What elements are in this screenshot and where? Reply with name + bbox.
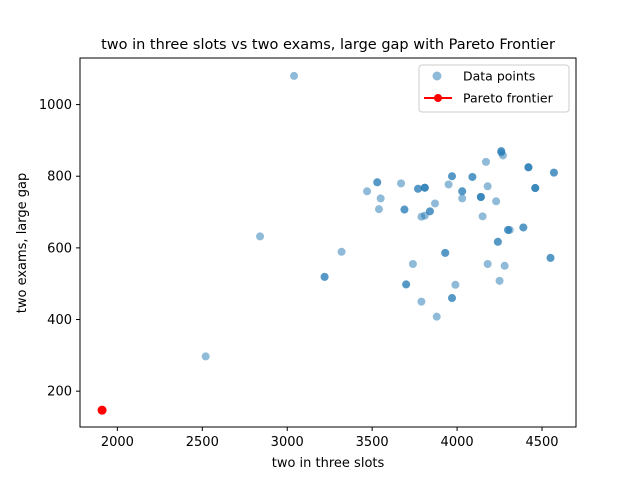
data-point — [483, 182, 492, 191]
data-point — [546, 253, 555, 262]
data-point — [448, 172, 456, 181]
data-point — [505, 225, 514, 234]
data-point — [549, 168, 558, 177]
data-point — [425, 207, 434, 216]
data-point — [500, 261, 509, 270]
data-point — [408, 260, 417, 268]
data-point — [468, 172, 477, 181]
x-tick-label: 2000 — [101, 435, 134, 450]
legend-label-data-points: Data points — [463, 69, 535, 84]
plot-area — [97, 71, 558, 415]
data-point — [476, 193, 485, 201]
pareto-frontier-point — [97, 405, 107, 415]
x-axis-label: two in three slots — [272, 456, 385, 471]
data-point — [417, 297, 426, 306]
data-point — [448, 294, 456, 303]
data-point — [458, 187, 467, 196]
y-tick-label: 1000 — [39, 98, 72, 113]
data-point — [374, 205, 383, 214]
data-point — [256, 232, 265, 241]
data-point — [414, 184, 423, 193]
data-point — [432, 312, 441, 321]
data-point — [397, 179, 406, 188]
axes-frame — [79, 57, 577, 428]
data-point — [483, 260, 492, 268]
data-point — [519, 223, 528, 232]
data-point — [531, 184, 540, 193]
x-tick-label: 4500 — [525, 435, 558, 450]
data-point — [373, 178, 382, 187]
data-point — [400, 205, 409, 214]
data-point — [444, 180, 453, 189]
y-tick-label: 400 — [47, 313, 72, 328]
y-tick-label: 800 — [47, 170, 72, 185]
chart-title: two in three slots vs two exams, large g… — [101, 37, 555, 53]
x-axis: 2000 2500 3000 3500 4000 4500 — [101, 427, 559, 450]
data-point — [201, 352, 210, 361]
data-point — [498, 151, 507, 160]
data-point — [524, 163, 533, 172]
data-point — [431, 199, 440, 208]
data-point — [493, 237, 502, 246]
legend-marker-pareto-frontier — [434, 94, 442, 102]
x-tick-label: 3000 — [271, 435, 304, 450]
data-point — [481, 157, 490, 166]
data-point — [451, 280, 460, 289]
data-point — [495, 276, 504, 285]
legend-label-pareto-frontier: Pareto frontier — [463, 91, 554, 106]
data-point — [478, 212, 487, 221]
y-axis-label: two exams, large gap — [15, 173, 30, 314]
legend-box — [418, 64, 570, 113]
data-point — [492, 197, 501, 206]
data-point — [441, 248, 450, 257]
x-tick-label: 3500 — [356, 435, 389, 450]
y-axis: 200 400 600 800 1000 — [39, 98, 80, 400]
legend: Data points Pareto frontier — [418, 64, 570, 113]
data-point — [376, 194, 385, 203]
x-tick-label: 2500 — [186, 435, 219, 450]
data-point — [363, 187, 372, 196]
data-point — [402, 280, 411, 289]
data-point — [337, 247, 346, 256]
y-tick-label: 600 — [47, 241, 72, 256]
data-point — [320, 272, 329, 281]
data-point — [290, 71, 299, 80]
x-tick-label: 4000 — [441, 435, 474, 450]
legend-marker-data-points — [432, 71, 442, 81]
y-tick-label: 200 — [47, 385, 72, 400]
data-point — [458, 194, 467, 203]
data-point — [420, 183, 429, 192]
